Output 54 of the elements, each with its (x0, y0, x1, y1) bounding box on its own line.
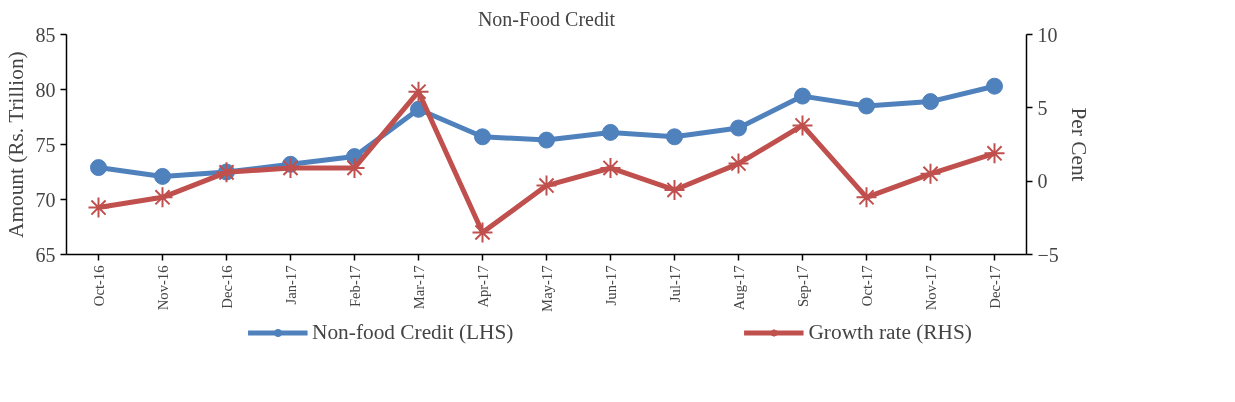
x-tick-label: Oct-16 (90, 265, 107, 307)
x-tick-label: Jul-17 (666, 265, 683, 303)
point (794, 87, 811, 105)
point (474, 128, 491, 146)
point (602, 123, 619, 141)
y-tick-label: 70 (35, 188, 56, 211)
y-axis-title: Amount (Rs. Trillion) (3, 51, 28, 239)
x-tick-label: Apr-17 (474, 265, 491, 308)
y-tick-label: 85 (35, 23, 56, 46)
y2-tick-label: 5 (1037, 96, 1048, 119)
x-tick-label: Jan-17 (282, 265, 299, 305)
point (90, 159, 107, 177)
point (666, 128, 683, 146)
x-tick-label: Nov-16 (154, 265, 171, 311)
y-tick-label: 75 (35, 133, 56, 156)
y2-tick-label: 0 (1037, 170, 1048, 193)
point (983, 142, 1006, 165)
point (599, 156, 622, 179)
point (855, 186, 878, 209)
point (922, 93, 939, 111)
y-tick-label: 65 (35, 243, 56, 266)
point (986, 77, 1003, 95)
point (279, 156, 302, 179)
x-tick-label: Feb-17 (346, 265, 363, 308)
x-tick-label: May-17 (538, 265, 555, 312)
point (730, 119, 747, 137)
point (538, 131, 555, 149)
point (858, 97, 875, 115)
legend-label: Non-food Credit (LHS) (312, 319, 514, 345)
point (151, 186, 174, 209)
chart-title: Non-Food Credit (477, 7, 616, 30)
point (663, 178, 686, 201)
x-tick-label: Dec-16 (218, 265, 235, 309)
point (471, 221, 494, 244)
point (343, 156, 366, 179)
y2-axis-title: Per Cent (1066, 107, 1091, 182)
point (535, 174, 558, 197)
point (791, 114, 814, 137)
x-tick-label: Dec-17 (986, 265, 1003, 309)
point (919, 162, 942, 185)
x-tick-label: Nov-17 (922, 265, 939, 311)
point (727, 152, 750, 175)
x-tick-label: Aug-17 (730, 265, 747, 311)
point (87, 196, 110, 219)
x-tick-label: Oct-17 (858, 265, 875, 307)
y2-tick-label: 10 (1037, 23, 1058, 46)
x-tick-label: Sep-17 (794, 265, 811, 308)
y-tick-label: 80 (35, 78, 56, 101)
legend-label: Growth rate (RHS) (808, 319, 972, 345)
x-tick-label: Mar-17 (410, 265, 427, 310)
y2-tick-label: −5 (1037, 243, 1059, 266)
point (407, 80, 430, 103)
point (154, 167, 171, 185)
x-tick-label: Jun-17 (602, 265, 619, 306)
